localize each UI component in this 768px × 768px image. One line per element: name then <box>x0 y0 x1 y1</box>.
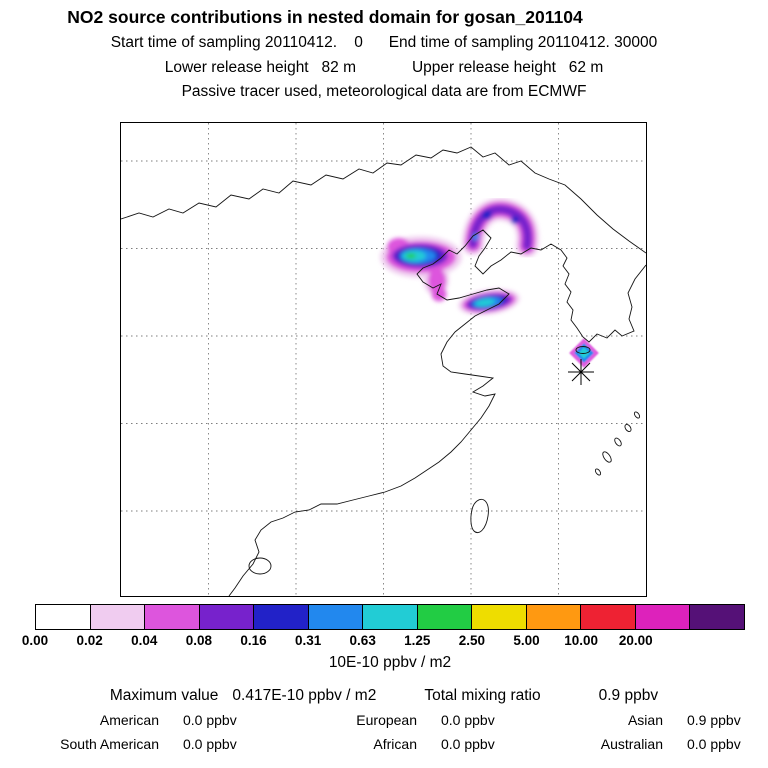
colorbar-tick-label: 0.16 <box>240 633 267 648</box>
region-name: Asian <box>627 712 663 728</box>
region-name: European <box>356 712 417 728</box>
colorbar-tick-label: 1.25 <box>404 633 431 648</box>
max-value: 0.417E-10 ppbv / m2 <box>232 687 377 704</box>
grid-lines <box>121 123 646 596</box>
colorbar-segment <box>580 605 635 629</box>
colorbar-tick-label: 2.50 <box>458 633 486 648</box>
region-name: African <box>373 736 417 752</box>
colorbar-tick-label: 0.00 <box>21 633 49 648</box>
summary-line: Maximum value 0.417E-10 ppbv / m2 Total … <box>0 687 768 705</box>
colorbar-tick-label: 0.02 <box>76 633 103 648</box>
northern-border-line <box>121 146 646 254</box>
colorbar-segment <box>634 605 690 629</box>
mixing-ratio-value: 0.9 ppbv <box>598 687 659 704</box>
colorbar-segment <box>89 605 145 629</box>
region-value: 0.0 ppbv <box>183 736 237 752</box>
taiwan-island <box>470 498 489 534</box>
colorbar-tick-label: 5.00 <box>513 633 540 648</box>
region-name: American <box>99 712 159 728</box>
ryukyu-island <box>614 437 622 447</box>
colorbar-segment <box>198 605 254 629</box>
mixing-ratio-label: Total mixing ratio <box>424 687 541 704</box>
colorbar-tick-label: 0.04 <box>131 633 158 648</box>
colorbar-segment <box>36 605 90 629</box>
colorbar-tick-label: 10.00 <box>564 633 599 648</box>
sampling-times-line: Start time of sampling 20110412. 0 End t… <box>110 34 658 51</box>
plume-liaoning-arc <box>461 197 540 258</box>
region-value: 0.9 ppbv <box>687 712 741 728</box>
colorbar-tick-label: 0.31 <box>294 633 322 648</box>
release-heights-line: Lower release height 82 m Upper release … <box>164 59 604 76</box>
colorbar-segment <box>525 605 581 629</box>
colorbar-segment <box>689 605 744 629</box>
ryukyu-island <box>624 423 632 433</box>
colorbar-tick-labels: 0.00 0.02 0.04 0.08 0.16 0.31 0.63 1.25 … <box>22 633 745 650</box>
jeju-island <box>575 346 591 354</box>
map-canvas <box>121 123 646 596</box>
receptor-star-icon <box>568 359 594 385</box>
region-value: 0.0 ppbv <box>441 736 495 752</box>
map-panel <box>120 122 647 597</box>
ryukyu-island <box>633 411 641 419</box>
mainland-coastline <box>228 229 646 596</box>
colorbar-segment <box>144 605 199 629</box>
colorbar-tick-label: 0.08 <box>185 633 212 648</box>
region-value: 0.0 ppbv <box>441 712 495 728</box>
region-name: South American <box>60 736 159 752</box>
region-mixing-table: American 0.0 ppbv European 0.0 ppbv Asia… <box>4 712 764 752</box>
ryukyu-island <box>602 451 612 463</box>
plume-north-china <box>380 236 462 302</box>
colorbar-tick-label: 0.63 <box>349 633 376 648</box>
colorbar-segment <box>253 605 308 629</box>
ryukyu-island <box>594 468 602 476</box>
colorbar-segment <box>416 605 472 629</box>
tracer-info-line: Passive tracer used, meteorological data… <box>181 83 587 100</box>
plume-bohai-coast <box>458 288 520 316</box>
plume-jeju <box>569 338 599 368</box>
region-value: 0.0 ppbv <box>183 712 237 728</box>
region-name: Australian <box>600 736 663 752</box>
concentration-plumes <box>380 197 599 368</box>
colorbar-segment <box>471 605 526 629</box>
coastlines <box>121 146 646 596</box>
colorbar-tick-label: 20.00 <box>618 633 653 648</box>
figure-title: NO2 source contributions in nested domai… <box>67 7 583 27</box>
colorbar <box>35 604 745 630</box>
region-value: 0.0 ppbv <box>687 736 741 752</box>
colorbar-segment <box>307 605 363 629</box>
max-value-label: Maximum value <box>109 687 219 704</box>
hainan-island <box>248 557 272 575</box>
colorbar-segment <box>362 605 417 629</box>
colorbar-unit-label: 10E-10 ppbv / m2 <box>328 654 452 671</box>
